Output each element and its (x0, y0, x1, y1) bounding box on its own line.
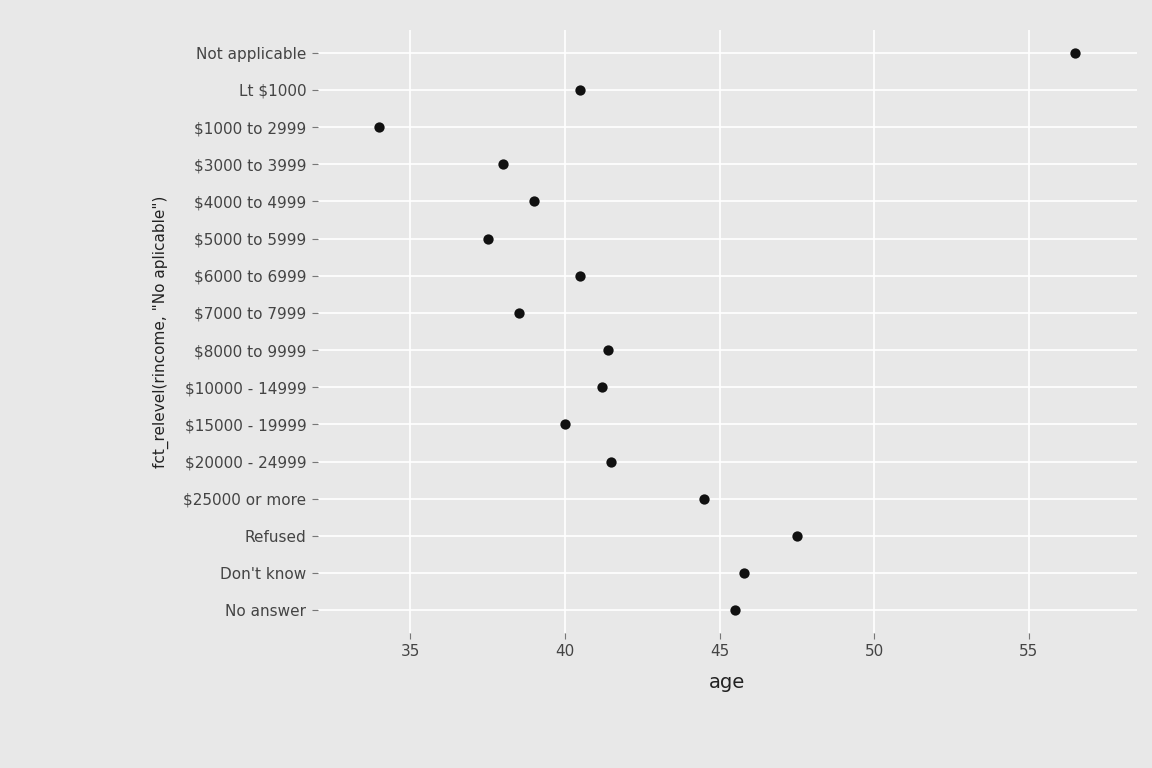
Point (726, 604, 744, 617)
Point (1066, 47, 1084, 59)
Point (370, 121, 388, 133)
X-axis label: age: age (710, 673, 745, 691)
Point (571, 270, 590, 282)
Point (525, 195, 544, 207)
Point (494, 158, 513, 170)
Point (735, 567, 753, 579)
Point (788, 530, 806, 542)
Point (593, 381, 612, 393)
Point (695, 492, 713, 505)
Point (599, 344, 617, 356)
Point (478, 233, 497, 245)
Y-axis label: fct_relevel(rincome, "No aplicable"): fct_relevel(rincome, "No aplicable") (153, 195, 169, 468)
Point (555, 419, 574, 431)
Point (602, 455, 621, 468)
Point (571, 84, 590, 96)
Point (509, 306, 528, 319)
